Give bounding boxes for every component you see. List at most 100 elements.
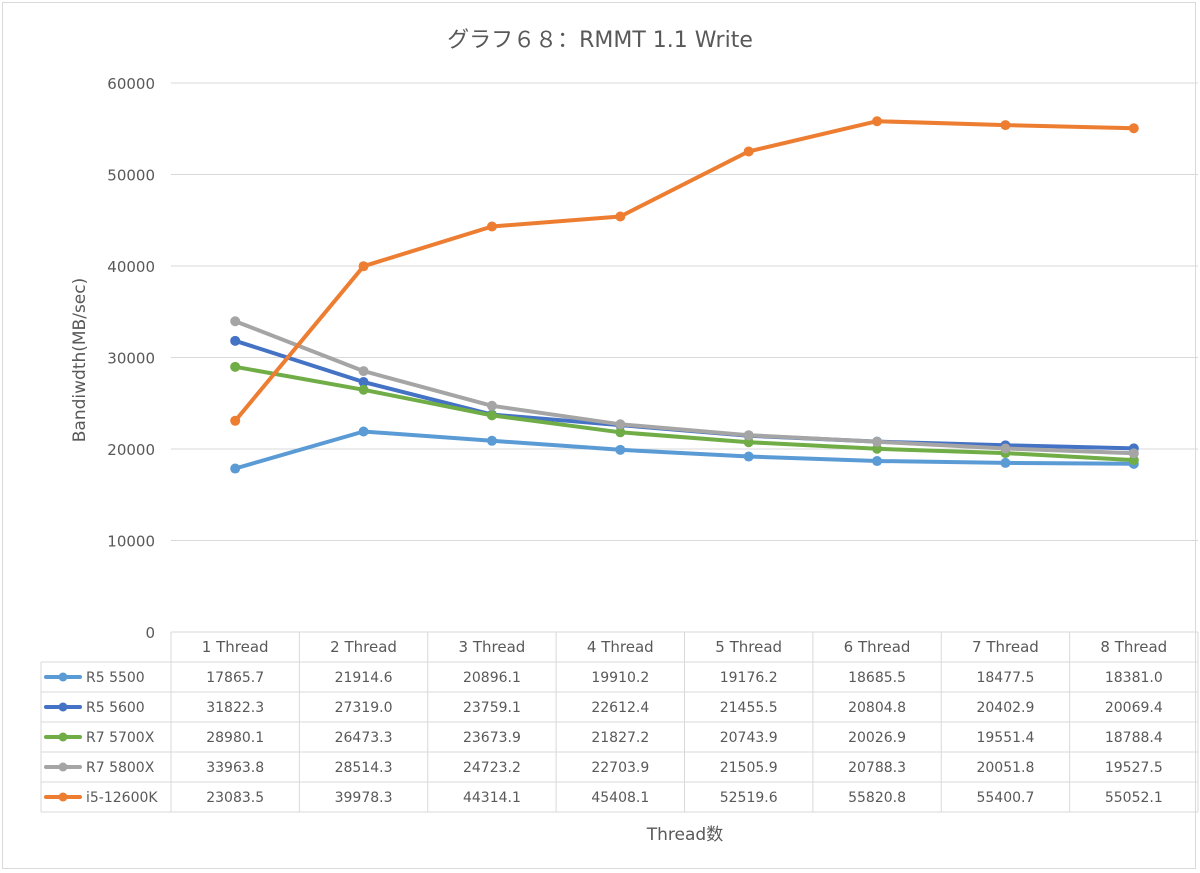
chart-title: グラフ６８：RMMT 1.1 Write: [447, 28, 753, 53]
data-label: 19527.5: [1105, 760, 1163, 776]
data-label: 19910.2: [591, 670, 649, 686]
x-tick-label: 6 Thread: [844, 638, 911, 656]
data-label: 20743.9: [720, 730, 778, 746]
data-label: 27319.0: [335, 700, 393, 716]
data-label: 28514.3: [335, 760, 393, 776]
data-label: 20804.8: [848, 700, 906, 716]
y-tick-label: 40000: [107, 258, 155, 276]
series-line: [233, 429, 1136, 471]
data-point: [1128, 123, 1139, 134]
data-point: [358, 366, 369, 377]
x-tick-label: 5 Thread: [715, 638, 782, 656]
legend-key-marker: [58, 792, 68, 802]
data-point: [615, 444, 626, 455]
y-tick-label: 30000: [107, 350, 155, 368]
legend-key-marker: [58, 672, 68, 682]
x-tick-label: 8 Thread: [1100, 638, 1167, 656]
data-label: 21914.6: [335, 670, 393, 686]
data-point: [486, 221, 497, 232]
data-label: 20069.4: [1105, 700, 1163, 716]
data-label: 18788.4: [1105, 730, 1163, 746]
data-label: 52519.6: [720, 790, 778, 806]
data-point: [615, 427, 626, 438]
data-label: 23083.5: [206, 790, 264, 806]
y-tick-label: 0: [145, 624, 155, 642]
y-tick-label: 50000: [107, 167, 155, 185]
data-point: [230, 316, 241, 327]
data-label: 28980.1: [206, 730, 264, 746]
data-label: 19176.2: [720, 670, 778, 686]
data-label: 18381.0: [1105, 670, 1163, 686]
data-point: [743, 437, 754, 448]
data-point: [1000, 457, 1011, 468]
legend-label: R5 5500: [86, 670, 145, 686]
data-label: 44314.1: [463, 790, 521, 806]
data-label: 39978.3: [335, 790, 393, 806]
data-point: [486, 400, 497, 411]
legend-label: i5-12600K: [86, 790, 158, 806]
x-tick-label: 1 Thread: [202, 638, 269, 656]
data-label: 31822.3: [206, 700, 264, 716]
x-axis-label: Thread数: [646, 825, 724, 845]
data-label: 22703.9: [591, 760, 649, 776]
series-line: [233, 119, 1136, 423]
data-label: 55052.1: [1105, 790, 1163, 806]
data-label: 55400.7: [976, 790, 1034, 806]
data-label: 20896.1: [463, 670, 521, 686]
data-point: [358, 384, 369, 395]
data-point: [486, 435, 497, 446]
data-label: 17865.7: [206, 670, 264, 686]
data-label: 24723.2: [463, 760, 521, 776]
x-tick-label: 2 Thread: [330, 638, 397, 656]
data-label: 21827.2: [591, 730, 649, 746]
data-point: [872, 443, 883, 454]
data-point: [743, 146, 754, 157]
y-tick-label: 20000: [107, 441, 155, 459]
series-line: [233, 364, 1136, 463]
data-label: 18685.5: [848, 670, 906, 686]
data-label: 18477.5: [976, 670, 1034, 686]
legend-label: R7 5800X: [86, 760, 155, 776]
y-tick-label: 10000: [107, 533, 155, 551]
data-point: [872, 116, 883, 127]
data-point: [1128, 448, 1139, 459]
legend-label: R5 5600: [86, 700, 145, 716]
data-point: [615, 419, 626, 430]
data-point: [230, 335, 241, 346]
data-point: [1000, 120, 1011, 131]
data-label: 21455.5: [720, 700, 778, 716]
data-point: [615, 211, 626, 222]
x-tick-label: 7 Thread: [972, 638, 1039, 656]
data-point: [230, 463, 241, 474]
data-label: 20051.8: [976, 760, 1034, 776]
data-label: 45408.1: [591, 790, 649, 806]
data-label: 23673.9: [463, 730, 521, 746]
data-point: [230, 361, 241, 372]
y-tick-label: 60000: [107, 75, 155, 93]
data-label: 26473.3: [335, 730, 393, 746]
data-point: [872, 456, 883, 467]
data-label: 23759.1: [463, 700, 521, 716]
data-point: [1000, 443, 1011, 454]
legend-key-marker: [58, 702, 68, 712]
data-point: [358, 261, 369, 272]
data-label: 20026.9: [848, 730, 906, 746]
data-label: 19551.4: [976, 730, 1034, 746]
series-line: [233, 319, 1136, 456]
legend-key-marker: [58, 762, 68, 772]
data-point: [358, 426, 369, 437]
data-label: 22612.4: [591, 700, 649, 716]
data-label: 20788.3: [848, 760, 906, 776]
x-tick-label: 4 Thread: [587, 638, 654, 656]
data-point: [743, 430, 754, 441]
data-point: [230, 415, 241, 426]
data-point: [872, 436, 883, 447]
data-label: 20402.9: [976, 700, 1034, 716]
legend-key-marker: [58, 732, 68, 742]
data-label: 21505.9: [720, 760, 778, 776]
data-point: [486, 410, 497, 421]
data-label: 55820.8: [848, 790, 906, 806]
